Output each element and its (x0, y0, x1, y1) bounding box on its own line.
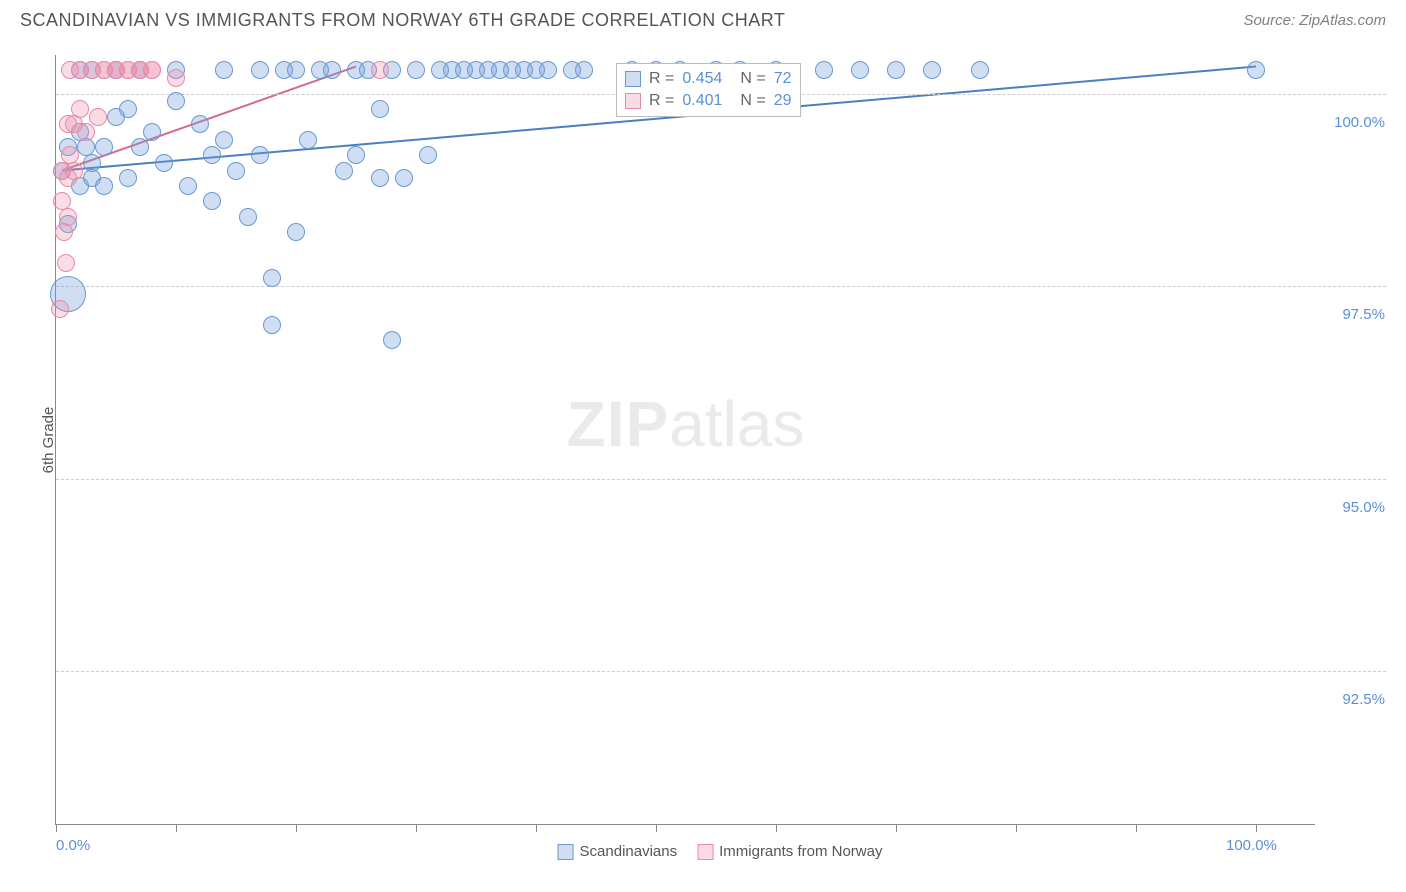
legend-item: Immigrants from Norway (697, 843, 882, 860)
x-tick-label: 100.0% (1226, 837, 1277, 854)
data-point (407, 61, 425, 79)
data-point (371, 169, 389, 187)
y-tick-label: 97.5% (1325, 306, 1385, 323)
data-point (131, 138, 149, 156)
data-point (539, 61, 557, 79)
data-point (167, 69, 185, 87)
stats-row: R = 0.454 N = 72 (625, 68, 792, 90)
data-point (251, 146, 269, 164)
x-tick (776, 824, 777, 832)
data-point (57, 254, 75, 272)
x-tick (1016, 824, 1017, 832)
x-tick (176, 824, 177, 832)
data-point (155, 154, 173, 172)
legend-label: Immigrants from Norway (719, 843, 882, 860)
data-point (77, 123, 95, 141)
data-point (419, 146, 437, 164)
data-point (263, 316, 281, 334)
x-tick (536, 824, 537, 832)
legend-swatch-icon (558, 844, 574, 860)
data-point (371, 61, 389, 79)
data-point (59, 208, 77, 226)
data-point (51, 300, 69, 318)
data-point (55, 223, 73, 241)
data-point (239, 208, 257, 226)
data-point (95, 138, 113, 156)
x-tick-label: 0.0% (56, 837, 90, 854)
data-point (215, 131, 233, 149)
data-point (179, 177, 197, 195)
data-point (71, 100, 89, 118)
data-point (119, 100, 137, 118)
data-point (323, 61, 341, 79)
bottom-legend: Scandinavians Immigrants from Norway (558, 843, 883, 860)
data-point (203, 146, 221, 164)
data-point (167, 92, 185, 110)
data-point (287, 61, 305, 79)
data-point (143, 61, 161, 79)
data-point (371, 100, 389, 118)
data-point (89, 108, 107, 126)
data-point (119, 169, 137, 187)
legend-label: Scandinavians (580, 843, 678, 860)
legend-swatch-icon (625, 71, 641, 87)
data-point (65, 162, 83, 180)
gridline (56, 286, 1386, 287)
data-point (95, 177, 113, 195)
data-point (395, 169, 413, 187)
legend-swatch-icon (625, 93, 641, 109)
stats-row: R = 0.401 N = 29 (625, 90, 792, 112)
data-point (923, 61, 941, 79)
data-point (227, 162, 245, 180)
x-tick (56, 824, 57, 832)
data-point (191, 115, 209, 133)
trendlines-svg (56, 55, 1316, 825)
data-point (251, 61, 269, 79)
gridline (56, 671, 1386, 672)
data-point (299, 131, 317, 149)
x-tick (1256, 824, 1257, 832)
data-point (263, 269, 281, 287)
plot-region: ZIPatlas 0.0%100.0%R = 0.454 N = 72R = 0… (55, 55, 1315, 825)
data-point (887, 61, 905, 79)
x-tick (896, 824, 897, 832)
legend-item: Scandinavians (558, 843, 678, 860)
y-tick-label: 92.5% (1325, 691, 1385, 708)
data-point (287, 223, 305, 241)
data-point (203, 192, 221, 210)
data-point (143, 123, 161, 141)
chart-area: 6th Grade ZIPatlas 0.0%100.0%R = 0.454 N… (55, 55, 1385, 825)
stats-box: R = 0.454 N = 72R = 0.401 N = 29 (616, 63, 801, 117)
data-point (335, 162, 353, 180)
data-point (851, 61, 869, 79)
chart-title: SCANDINAVIAN VS IMMIGRANTS FROM NORWAY 6… (20, 10, 785, 31)
data-point (971, 61, 989, 79)
data-point (575, 61, 593, 79)
source-attribution: Source: ZipAtlas.com (1243, 12, 1386, 29)
y-tick-label: 95.0% (1325, 499, 1385, 516)
data-point (347, 146, 365, 164)
x-tick (416, 824, 417, 832)
x-tick (296, 824, 297, 832)
y-tick-label: 100.0% (1325, 114, 1385, 131)
legend-swatch-icon (697, 844, 713, 860)
watermark: ZIPatlas (567, 387, 805, 461)
data-point (815, 61, 833, 79)
x-tick (1136, 824, 1137, 832)
data-point (1247, 61, 1265, 79)
x-tick (656, 824, 657, 832)
data-point (215, 61, 233, 79)
data-point (383, 331, 401, 349)
gridline (56, 479, 1386, 480)
